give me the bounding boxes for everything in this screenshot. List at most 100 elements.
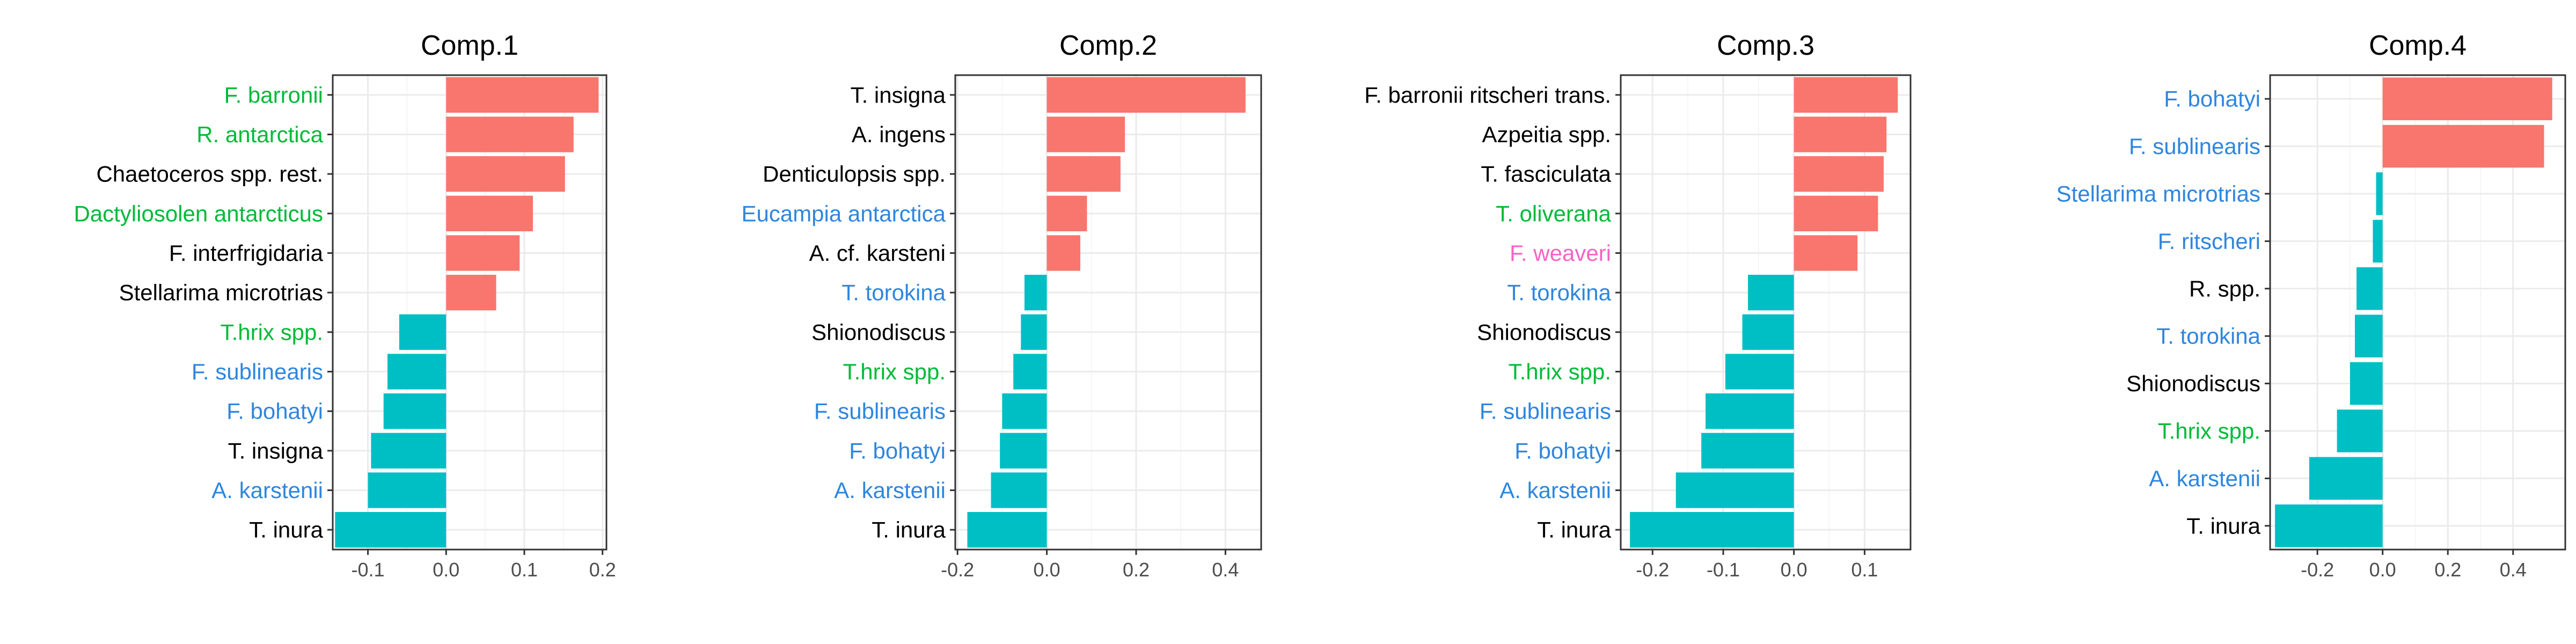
bar-f-bohatyi — [383, 393, 447, 429]
category-label-t-torokina: T. torokina — [2156, 324, 2260, 349]
category-label-a-karstenii: A. karstenii — [1499, 478, 1611, 503]
bar-stellarima-microtrias — [2376, 172, 2383, 215]
bar-f-sublinearis — [1002, 393, 1047, 429]
x-tick-label: 0.2 — [2434, 559, 2461, 581]
chart-panel-comp3: F. barronii ritscheri trans. Azpeitia spp… — [1364, 30, 1912, 581]
category-label-a-karstenii: A. karstenii — [211, 478, 323, 503]
x-tick-label: 0.4 — [2500, 559, 2527, 581]
category-label-f-weaveri: F. weaveri — [1510, 240, 1611, 266]
category-label-f-interfrigidaria: F. interfrigidaria — [169, 240, 324, 266]
category-label-t-hrix-spp: T.hrix spp. — [1509, 359, 1611, 384]
plot-frame — [1620, 74, 1912, 551]
bar-t-inura — [2275, 504, 2383, 547]
bar-t-hrix-spp — [2337, 409, 2383, 452]
bar-t-inura — [1630, 512, 1794, 548]
category-label-f-sublinearis: F. sublinearis — [192, 359, 323, 384]
category-label-shionodiscus: Shionodiscus — [811, 319, 946, 345]
bar-dactyliosolen-antarcticus — [446, 195, 533, 231]
bar-f-barronii-ritscheri-trans — [1794, 77, 1898, 113]
plot-frame — [332, 74, 608, 551]
bar-f-bohatyi — [1000, 433, 1047, 469]
bar-t-torokina — [1024, 275, 1047, 311]
bar-f-sublinearis — [387, 354, 447, 390]
category-label-f-bohatyi: F. bohatyi — [849, 438, 946, 463]
bar-f-interfrigidaria — [446, 235, 520, 271]
bar-f-sublinearis — [2382, 125, 2544, 168]
bar-shionodiscus — [1742, 314, 1794, 350]
category-label-dactyliosolen-antarcticus: Dactyliosolen antarcticus — [74, 201, 323, 226]
bar-t-inura — [967, 512, 1047, 548]
category-label-t-inura: T. inura — [2186, 513, 2260, 538]
x-tick-label: 0.1 — [511, 559, 538, 581]
chart-title: Comp.2 — [1059, 30, 1157, 61]
x-tick-label: 0.0 — [1034, 559, 1060, 581]
category-label-t-hrix-spp: T.hrix spp. — [221, 319, 323, 345]
bar-f-ritscheri — [2373, 219, 2383, 263]
bar-stellarima-microtrias — [446, 275, 496, 311]
category-label-shionodiscus: Shionodiscus — [1477, 319, 1611, 345]
bar-a-karstenii — [368, 472, 447, 508]
plot-frame — [2269, 74, 2566, 551]
x-tick-label: 0.2 — [589, 559, 616, 581]
x-tick-label: -0.1 — [1707, 559, 1740, 581]
bar-t-fasciculata — [1794, 156, 1884, 192]
plot-frame — [954, 74, 1262, 551]
category-label-t-fasciculata: T. fasciculata — [1481, 162, 1611, 187]
category-label-a-karstenii: A. karstenii — [2149, 466, 2260, 491]
bar-f-bohatyi — [2382, 77, 2552, 120]
category-label-r-antarctica: R. antarctica — [196, 122, 323, 147]
chart-panel-comp1: F. barronii R. antarctica Chaetoceros spp.… — [74, 30, 616, 581]
bar-chaetoceros-spp-rest — [446, 156, 565, 192]
x-tick-label: -0.2 — [2301, 559, 2334, 581]
category-label-t-hrix-spp: T.hrix spp. — [2158, 419, 2260, 444]
category-label-eucampia-antarctica: Eucampia antarctica — [741, 201, 946, 226]
bar-t-hrix-spp — [1725, 354, 1794, 390]
category-label-stellarima-microtrias: Stellarima microtrias — [2057, 181, 2260, 207]
category-label-t-inura: T. inura — [1537, 517, 1611, 543]
category-label-f-bohatyi: F. bohatyi — [1514, 438, 1611, 463]
category-label-denticulopsis-spp: Denticulopsis spp. — [763, 162, 946, 187]
bar-a-karstenii — [2309, 457, 2383, 500]
x-tick-label: -0.2 — [941, 559, 974, 581]
x-tick-label: 0.0 — [2369, 559, 2396, 581]
x-tick-label: 0.0 — [433, 559, 459, 581]
bar-r-spp — [2357, 267, 2383, 310]
x-tick-label: 0.1 — [1851, 559, 1878, 581]
bar-a-cf-karsteni — [1046, 235, 1080, 271]
bar-azpeitia-spp — [1794, 116, 1887, 152]
category-label-t-oliverana: T. oliverana — [1496, 201, 1611, 226]
bar-t-insigna — [371, 433, 447, 469]
bar-f-bohatyi — [1701, 433, 1794, 469]
chart-panel-comp4: F. bohatyi F. sublinearis Stellarima micro… — [2057, 30, 2566, 581]
category-label-t-inura: T. inura — [872, 517, 946, 543]
category-label-f-sublinearis: F. sublinearis — [1480, 399, 1611, 424]
category-label-a-cf-karsteni: A. cf. karsteni — [809, 240, 946, 266]
bar-f-sublinearis — [1706, 393, 1794, 429]
bar-r-antarctica — [446, 116, 574, 152]
category-label-f-sublinearis: F. sublinearis — [2129, 134, 2260, 159]
chart-panel-comp2: T. insigna A. ingens Denticulopsis spp. Euc… — [741, 30, 1262, 581]
category-label-t-inura: T. inura — [249, 517, 323, 543]
bar-t-insigna — [1046, 77, 1246, 113]
category-label-t-torokina: T. torokina — [1507, 280, 1611, 305]
category-label-r-spp: R. spp. — [2189, 276, 2260, 301]
bar-a-ingens — [1046, 116, 1125, 152]
category-label-stellarima-microtrias: Stellarima microtrias — [119, 280, 323, 305]
category-label-f-bohatyi: F. bohatyi — [2164, 86, 2260, 112]
chart-title: Comp.4 — [2369, 30, 2467, 61]
category-label-chaetoceros-spp-rest: Chaetoceros spp. rest. — [96, 162, 323, 187]
category-label-f-bohatyi: F. bohatyi — [226, 399, 323, 424]
bar-f-weaveri — [1794, 235, 1858, 271]
bar-denticulopsis-spp — [1046, 156, 1121, 192]
category-label-t-torokina: T. torokina — [841, 280, 946, 305]
bar-t-hrix-spp — [399, 314, 447, 350]
bar-f-barronii — [446, 77, 599, 113]
category-label-a-ingens: A. ingens — [852, 122, 946, 147]
category-label-f-barronii: F. barronii — [224, 82, 323, 107]
category-label-a-karstenii: A. karstenii — [834, 478, 946, 503]
x-tick-label: 0.0 — [1781, 559, 1807, 581]
bar-eucampia-antarctica — [1046, 195, 1087, 231]
category-label-f-ritscheri: F. ritscheri — [2158, 229, 2260, 254]
bar-shionodiscus — [1021, 314, 1047, 350]
